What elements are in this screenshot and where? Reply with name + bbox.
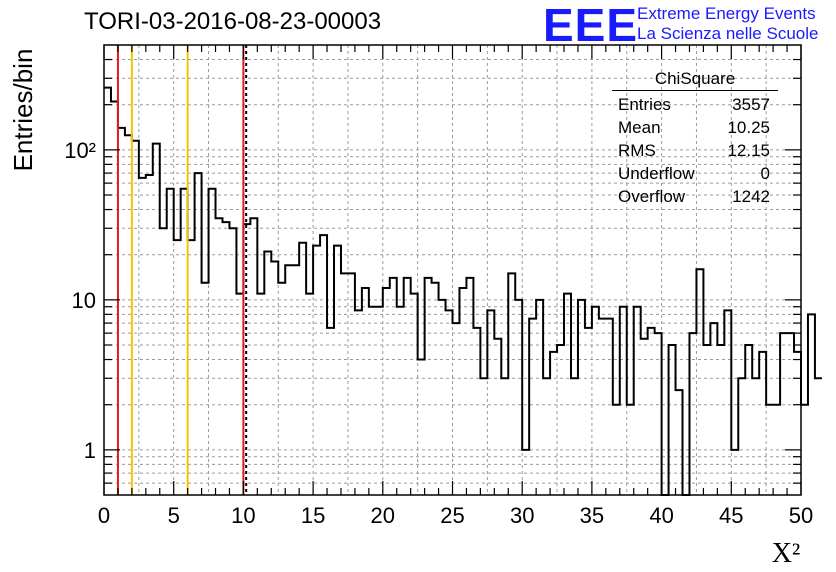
x-tick-label: 15: [301, 503, 325, 528]
stats-row-rms: RMS 12.15: [612, 139, 778, 162]
logo-line-1: Extreme Energy Events: [637, 4, 816, 23]
x-tick-label: 30: [510, 503, 534, 528]
logo-mark: EEE: [543, 0, 639, 51]
stats-value: 3557: [732, 95, 770, 114]
y-axis-label: Entries/bin: [8, 49, 38, 172]
stats-row-entries: Entries 3557: [612, 93, 778, 116]
x-tick-label: 5: [168, 503, 180, 528]
x-axis-label: X²: [772, 538, 801, 569]
stats-value: 10.25: [727, 118, 770, 137]
y-tick-label: 1: [84, 438, 96, 463]
histogram-line: [104, 86, 822, 496]
x-tick-label: 45: [719, 503, 743, 528]
x-tick-label: 20: [371, 503, 395, 528]
eee-logo: EEE Extreme Energy Events La Scienza nel…: [543, 0, 833, 51]
stats-label: Underflow: [618, 164, 695, 183]
logo-line-2: La Scienza nelle Scuole: [637, 24, 819, 43]
stats-value: 0: [760, 164, 770, 183]
stats-value: 12.15: [727, 141, 770, 160]
x-tick-label: 35: [580, 503, 604, 528]
x-tick-label: 10: [231, 503, 255, 528]
stats-label: Mean: [618, 118, 661, 137]
stats-row-mean: Mean 10.25: [612, 116, 778, 139]
x-tick-label: 0: [98, 503, 110, 528]
stats-title: ChiSquare: [654, 69, 736, 88]
stats-label: Entries: [618, 95, 671, 114]
stats-label: Overflow: [618, 187, 686, 206]
histogram: [104, 86, 822, 496]
chart-title: TORI-03-2016-08-23-00003: [84, 8, 382, 35]
x-tick-label: 25: [440, 503, 464, 528]
y-tick-label: 10²: [64, 138, 96, 163]
stats-row-overflow: Overflow 1242: [612, 185, 778, 208]
axes: 0 5 10 15 20 25 30 35 40 45 50 1 10 10²: [64, 45, 813, 528]
stats-value: 1242: [732, 187, 770, 206]
reference-lines: [116, 45, 248, 495]
stats-box: ChiSquare Entries 3557 Mean 10.25 RMS 12…: [612, 68, 778, 208]
stats-label: RMS: [618, 141, 656, 160]
stats-row-underflow: Underflow 0: [612, 162, 778, 185]
stats-separator: [612, 90, 778, 91]
x-tick-label: 40: [649, 503, 673, 528]
x-tick-label: 50: [789, 503, 813, 528]
grid: [104, 45, 801, 495]
y-tick-label: 10: [72, 288, 96, 313]
